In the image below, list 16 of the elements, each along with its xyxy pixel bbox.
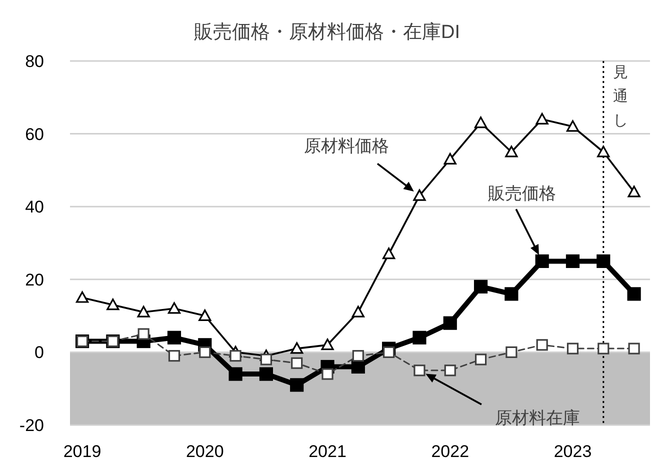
x-tick-label: 2019 <box>63 442 102 461</box>
x-tick-label: 2021 <box>308 442 346 461</box>
y-tick-label: 20 <box>25 270 44 290</box>
annotation: 販売価格 <box>488 184 556 204</box>
x-tick-label: 2020 <box>186 442 224 461</box>
x-tick-label: 2022 <box>431 442 470 461</box>
ref-line-label: 見通し <box>612 64 628 129</box>
annotation: 原材料価格 <box>304 136 389 156</box>
y-tick-label: 0 <box>34 343 44 362</box>
chart-title: 販売価格・原材料価格・在庫DI <box>194 21 460 43</box>
y-tick-label: 80 <box>25 52 44 71</box>
y-tick-label: -20 <box>19 416 44 435</box>
annotation: 原材料在庫 <box>494 408 580 428</box>
y-tick-label: 40 <box>25 198 44 217</box>
x-tick-label: 2023 <box>554 442 592 461</box>
y-tick-label: 60 <box>25 124 44 144</box>
